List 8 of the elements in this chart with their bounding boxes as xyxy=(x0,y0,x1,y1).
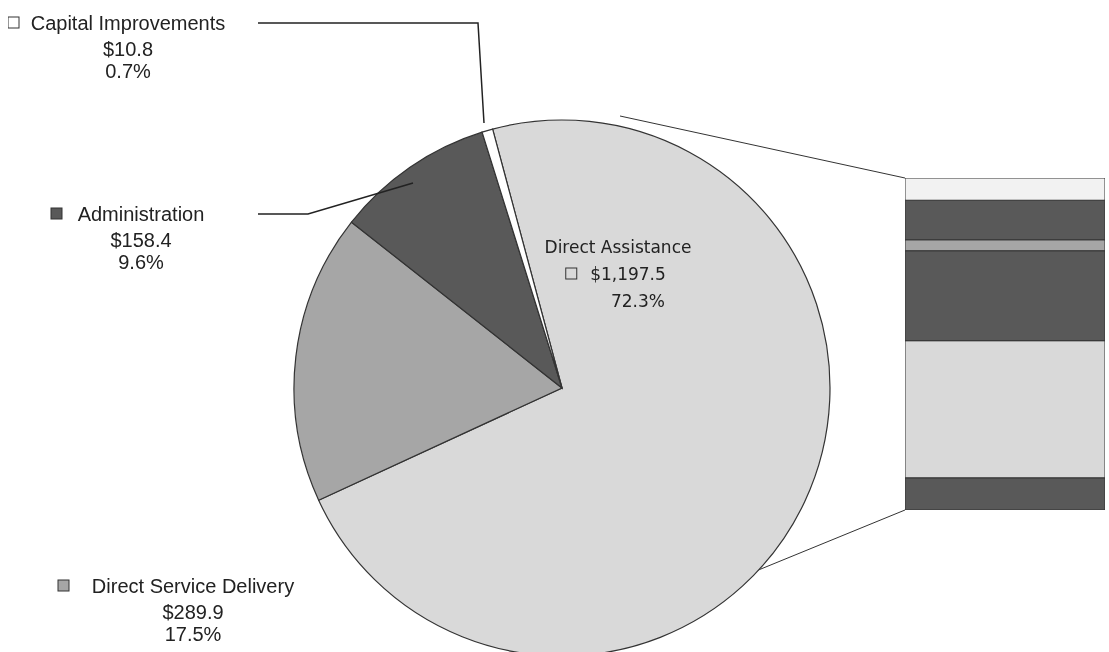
data-label: $1,197.5 72.3% xyxy=(590,264,666,311)
data-label: $158.4 9.6% xyxy=(110,229,172,273)
data-label: $10.8 0.7% xyxy=(102,38,154,82)
legend-label: Administration xyxy=(77,203,205,225)
data-label: $289.9 17.5% xyxy=(162,601,224,645)
slice-label: Direct Assistance xyxy=(544,237,692,257)
legend-label: Capital Improvements xyxy=(30,12,226,34)
legend-label: Direct Service Delivery xyxy=(91,575,295,597)
